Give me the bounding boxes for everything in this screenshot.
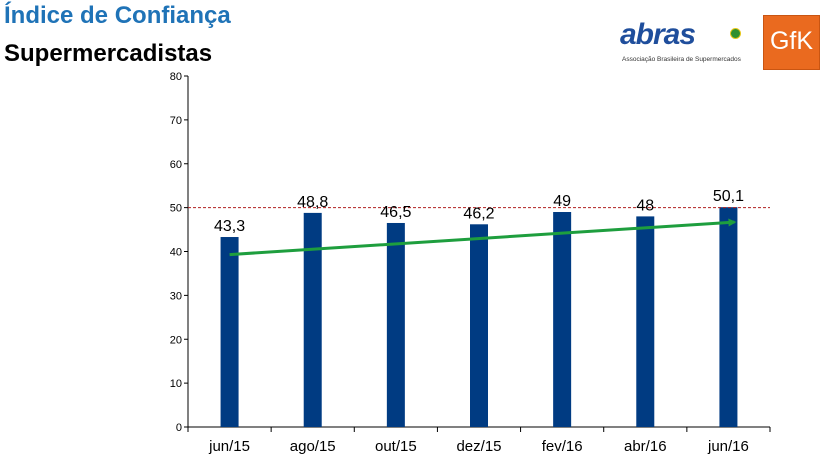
data-label: 49 bbox=[553, 193, 571, 210]
y-tick-label: 0 bbox=[176, 422, 182, 434]
bar bbox=[220, 237, 239, 427]
abras-wordmark: abras bbox=[620, 18, 696, 51]
bar bbox=[719, 207, 738, 427]
trend-line bbox=[229, 218, 737, 257]
y-tick-label: 70 bbox=[170, 115, 182, 127]
bar bbox=[636, 216, 655, 427]
y-tick-label: 30 bbox=[170, 290, 182, 302]
bar bbox=[303, 212, 322, 427]
data-label: 43,3 bbox=[214, 218, 245, 235]
y-tick-label: 10 bbox=[170, 378, 182, 390]
x-tick-label: out/15 bbox=[375, 438, 417, 455]
gfk-wordmark: GfK bbox=[769, 27, 814, 55]
x-tick-label: abr/16 bbox=[624, 438, 667, 455]
y-tick-label: 50 bbox=[170, 203, 182, 215]
bar bbox=[470, 224, 488, 427]
gfk-logo: GfK bbox=[763, 15, 820, 70]
chart-subtitle: Supermercadistas bbox=[4, 40, 213, 67]
bar bbox=[553, 212, 572, 427]
bar bbox=[386, 222, 405, 427]
abras-subtitle: Associação Brasileira de Supermercados bbox=[622, 56, 741, 63]
data-label: 48 bbox=[636, 197, 654, 214]
x-tick-label: ago/15 bbox=[290, 438, 336, 455]
y-tick-label: 20 bbox=[170, 334, 182, 346]
chart-title: Índice de Confiança bbox=[4, 2, 231, 29]
x-tick-label: dez/15 bbox=[456, 438, 501, 455]
y-tick-label: 80 bbox=[170, 71, 182, 83]
data-label: 48,8 bbox=[297, 194, 328, 211]
x-tick-label: jun/16 bbox=[707, 438, 749, 455]
data-label: 46,5 bbox=[380, 204, 411, 221]
data-label: 46,2 bbox=[463, 205, 494, 222]
x-tick-label: jun/15 bbox=[208, 438, 250, 455]
y-tick-label: 60 bbox=[170, 159, 182, 171]
abras-logo: abras Associação Brasileira de Supermerc… bbox=[618, 18, 748, 66]
data-label: 50,1 bbox=[713, 188, 744, 205]
x-tick-label: fev/16 bbox=[542, 438, 583, 455]
y-tick-label: 40 bbox=[170, 247, 182, 259]
brazil-flag-icon bbox=[730, 28, 741, 39]
